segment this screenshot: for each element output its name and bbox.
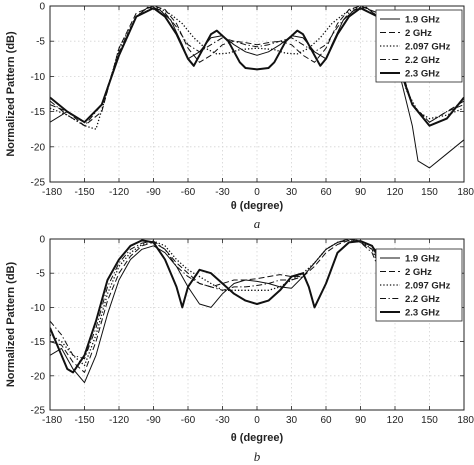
chart-panel-a: -180 -150 -120 -90 -60 -30 0 30 60 90 120 150 180 0 -5…: [5, 2, 474, 232]
legend-label: 1.9 GHz: [405, 254, 440, 265]
legend-label: 1.9 GHz: [405, 15, 440, 26]
y-tick-label: 0: [39, 235, 45, 246]
legend-label: 2.3 GHz: [405, 308, 440, 319]
panel-label: a: [254, 216, 261, 231]
legend: 1.9 GHz 2 GHz 2.097 GHz 2.2 GHz 2.3 GHz: [375, 248, 463, 322]
x-tick-label: 30: [286, 187, 298, 198]
series-line-2-ghz: [50, 6, 464, 127]
x-tick-label: 30: [286, 415, 298, 426]
series-line-2-3-ghz: [50, 239, 379, 374]
x-tick-label: -60: [181, 187, 196, 198]
x-tick-label: -90: [146, 187, 161, 198]
chart-panel-b: -180 -150 -120 -90 -60 -30 0 30 60 90 120 150 180 0 -5…: [5, 235, 474, 465]
x-tick-label: -150: [74, 187, 94, 198]
y-tick-label: -10: [31, 72, 46, 83]
x-axis-label: θ (degree): [231, 432, 284, 444]
x-tick-label: 0: [254, 187, 260, 198]
x-tick-label: 60: [320, 415, 332, 426]
y-tick-label: -5: [36, 37, 45, 48]
x-tick-label: 0: [254, 415, 260, 426]
legend-label: 2.097 GHz: [405, 42, 451, 53]
x-tick-label: 120: [387, 187, 404, 198]
panel-label: b: [254, 449, 261, 464]
y-axis-label: Normalized Pattern (dB): [5, 31, 17, 157]
series-line-2-2-ghz: [50, 239, 379, 360]
series-line-2-097-ghz: [50, 239, 379, 367]
x-tick-label: -120: [109, 187, 129, 198]
y-tick-label: -5: [36, 269, 45, 280]
x-tick-label: -180: [42, 187, 62, 198]
x-tick-label: 90: [355, 415, 367, 426]
x-tick-label: 150: [421, 415, 438, 426]
legend-label: 2.2 GHz: [405, 294, 440, 305]
legend-label: 2.097 GHz: [405, 281, 451, 292]
series-group: [50, 239, 379, 384]
y-tick-label: -25: [31, 178, 46, 189]
x-tick-label: 180: [457, 415, 474, 426]
x-tick-label: -60: [181, 415, 196, 426]
x-tick-label: -90: [146, 415, 161, 426]
series-line-1-9-ghz: [50, 239, 379, 384]
x-axis-label: θ (degree): [231, 200, 284, 212]
x-tick-label: -120: [109, 415, 129, 426]
x-tick-label: 150: [421, 187, 438, 198]
series-line-2-3-ghz: [50, 7, 464, 127]
legend-label: 2 GHz: [405, 28, 432, 39]
series-line-2-ghz: [50, 239, 379, 373]
x-tick-label: -180: [42, 415, 62, 426]
y-tick-label: -15: [31, 107, 46, 118]
y-tick-label: -20: [31, 142, 46, 153]
x-tick-label: 180: [457, 187, 474, 198]
x-tick-label: -30: [215, 187, 230, 198]
legend: 1.9 GHz 2 GHz 2.097 GHz 2.2 GHz 2.3 GHz: [375, 9, 463, 83]
y-tick-label: -15: [31, 337, 46, 348]
legend-label: 2 GHz: [405, 267, 432, 278]
y-tick-label: -20: [31, 371, 46, 382]
x-tick-label: 90: [355, 187, 367, 198]
y-axis-label: Normalized Pattern (dB): [5, 262, 17, 388]
x-tick-label: 60: [320, 187, 332, 198]
y-tick-label: -25: [31, 406, 46, 417]
x-tick-label: 120: [387, 415, 404, 426]
y-tick-label: -10: [31, 303, 46, 314]
x-tick-label: -30: [215, 415, 230, 426]
x-tick-label: -150: [74, 415, 94, 426]
legend-label: 2.2 GHz: [405, 55, 440, 66]
legend-label: 2.3 GHz: [405, 69, 440, 80]
y-tick-label: 0: [39, 2, 45, 13]
